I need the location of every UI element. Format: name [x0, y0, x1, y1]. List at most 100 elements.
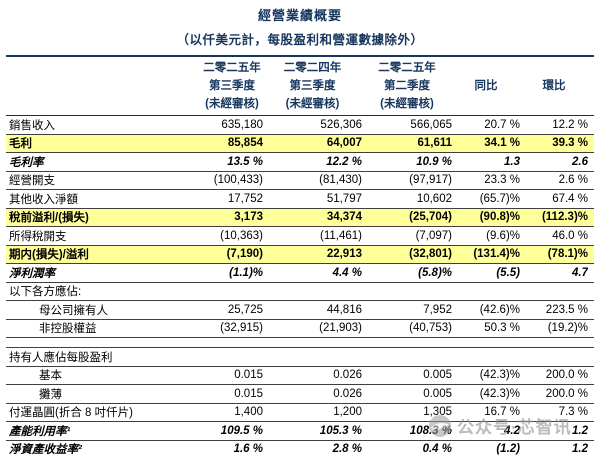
row-label: 攤薄 [39, 388, 62, 401]
cell-value: 12.2 % [552, 118, 588, 131]
cell-value: (90.8)% [479, 211, 520, 224]
column-header-line: 環比 [542, 80, 566, 92]
cell-value: (7,097) [415, 229, 452, 242]
row-label: 其他收入淨額 [9, 193, 78, 206]
cell-value: 0.015 [234, 387, 263, 400]
cell-value: (21,903) [319, 322, 362, 335]
table-row: 所得稅開支 (10,363) (11,461) (7,097) (9.6)% 46.0 % [6, 227, 594, 246]
table-row: 母公司擁有人 25,725 44,816 7,952 (42.6)% 223.5 % [6, 301, 594, 320]
table-row: 攤薄 0.015 0.026 0.005 (42.3)% 200.0 % [6, 385, 594, 404]
table-row: 淨利潤率 (1.1)% 4.4 % (5.8)% (5.5) 4.7 [6, 264, 594, 283]
cell-value: 4.7 [572, 266, 588, 279]
cell-value: 1.6 % [233, 443, 263, 456]
cell-value: (5.8)% [418, 266, 452, 279]
row-label: 付運晶圓(折合 8 吋仟片) [9, 407, 133, 420]
column-header-line: 二零二五年 [203, 62, 261, 74]
table-row: 產能利用率¹ 109.5 % 105.3 % 108.3 % 4.2 1.2 [6, 422, 594, 441]
row-label: 淨利潤率 [9, 267, 55, 280]
cell-value: 1,400 [234, 406, 263, 419]
cell-value: (112.3)% [541, 211, 588, 224]
cell-value: 16.7 % [484, 406, 520, 419]
table-row: 非控股權益 (32,915) (21,903) (40,753) 50.3 % (19.2… [6, 320, 594, 338]
cell-value: 200.0 % [545, 387, 588, 400]
cell-value: (10,363) [220, 229, 263, 242]
column-header-line: (未經審核) [205, 98, 259, 110]
cell-value: (131.4)% [473, 248, 520, 261]
table-row: 以下各方應佔: [6, 283, 594, 301]
cell-value: 50.3 % [484, 322, 520, 335]
column-header-line: (未經審核) [285, 98, 340, 110]
table-row [6, 338, 594, 348]
cell-value: 200.0 % [545, 369, 588, 382]
cell-value: 635,180 [221, 118, 263, 131]
financial-table: 二零二五年第三季度 (未經審核) 二零二四年第三季度 (未經審核) 二零二五年第二季度 (… [6, 55, 594, 458]
cell-value: 4.2 [504, 424, 520, 437]
cell-value: 46.0 % [552, 229, 588, 242]
cell-value: 0.026 [333, 369, 362, 382]
cell-value: 105.3 % [319, 424, 362, 437]
cell-value: (7,190) [226, 248, 263, 261]
table-body: 銷售收入 635,180 526,306 566,065 20.7 % 12.2 % 毛利 8… [6, 116, 594, 458]
cell-value: 85,854 [227, 137, 263, 150]
cell-value: 23.3 % [484, 174, 520, 187]
cell-value: (11,461) [320, 229, 362, 242]
header-label-spacer [6, 59, 201, 113]
column-header: 二零二五年第二季度 (未經審核) [362, 59, 452, 113]
cell-value: 13.5 % [227, 155, 263, 168]
cell-value: 108.3 % [409, 424, 452, 437]
cell-value: 4.4 % [332, 266, 362, 279]
cell-value: 0.005 [423, 369, 452, 382]
cell-value: 34,374 [326, 211, 362, 224]
cell-value: 1.3 [504, 155, 520, 168]
cell-value: (42.3)% [479, 369, 520, 382]
cell-value: 20.7 % [484, 118, 520, 131]
cell-value: 526,306 [320, 118, 362, 131]
column-header: 環比 [520, 59, 588, 113]
cell-value: 51,797 [326, 192, 362, 205]
cell-value: (5.5) [496, 266, 520, 279]
row-label: 母公司擁有人 [39, 304, 108, 317]
cell-value: (25,704) [409, 211, 452, 224]
cell-value: (65.7)% [479, 192, 520, 205]
table-row: 稅前溢利/(損失) 3,173 34,374 (25,704) (90.8)% (112.… [6, 208, 594, 227]
cell-value: (78.1)% [547, 248, 588, 261]
cell-value: (19.2)% [547, 322, 588, 335]
cell-value: (97,917) [409, 174, 452, 187]
row-label: 淨資產收益率² [9, 444, 82, 457]
row-label: 經營開支 [9, 175, 55, 188]
table-row: 毛利率 13.5 % 12.2 % 10.9 % 1.3 2.6 [6, 153, 594, 172]
column-header-line: 二零二五年 [378, 62, 436, 74]
column-header-line: 二零二四年 [283, 62, 342, 74]
column-header-line: (未經審核) [380, 98, 434, 110]
cell-value: (42.3)% [479, 387, 520, 400]
cell-value: (81,430) [319, 174, 362, 187]
cell-value: 39.3 % [552, 137, 588, 150]
cell-value: 3,173 [234, 211, 263, 224]
row-label: 期内(損失)/溢利 [9, 249, 89, 262]
cell-value: 12.2 % [326, 155, 362, 168]
column-header-line: 同比 [474, 80, 498, 92]
column-header-line: 第三季度 [289, 80, 336, 92]
table-row: 付運晶圓(折合 8 吋仟片) 1,400 1,200 1,305 16.7 % 7.3 % [6, 404, 594, 422]
cell-value: 1,305 [423, 406, 452, 419]
cell-value: (9.6)% [486, 229, 520, 242]
column-header: 二零二四年第三季度 (未經審核) [263, 59, 362, 113]
column-header-line: 第三季度 [209, 80, 255, 92]
table-row: 基本 0.015 0.026 0.005 (42.3)% 200.0 % [6, 367, 594, 385]
row-label: 所得稅開支 [9, 230, 67, 243]
cell-value: 7.3 % [558, 406, 588, 419]
cell-value: (1.1)% [229, 266, 263, 279]
cell-value: 109.5 % [220, 424, 263, 437]
report-title: 經營業績概要 [257, 8, 342, 23]
cell-value: 1.2 [572, 443, 588, 456]
row-label: 產能利用率¹ [9, 425, 71, 438]
cell-value: 1.2 [572, 424, 588, 437]
row-label: 以下各方應佔: [9, 286, 82, 299]
report-subtitle: （以仟美元計，每股盈利和營運數據除外） [176, 33, 424, 47]
cell-value: (40,753) [409, 322, 452, 335]
table-row: 淨資產收益率² 1.6 % 2.8 % 0.4 % (1.2) 1.2 [6, 441, 594, 458]
row-label: 非控股權益 [39, 323, 97, 336]
column-header-line: 第二季度 [384, 80, 430, 92]
cell-value: 0.4 % [422, 443, 452, 456]
row-label: 基本 [39, 370, 62, 383]
